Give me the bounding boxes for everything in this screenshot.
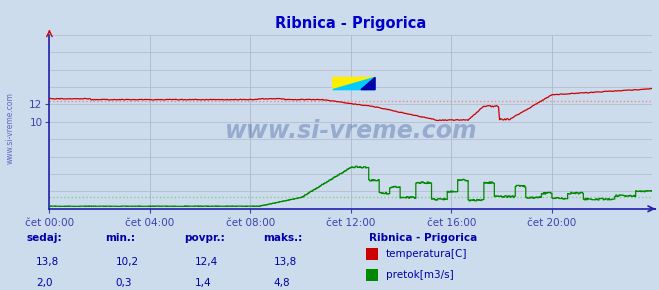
Polygon shape	[361, 77, 375, 90]
Text: 1,4: 1,4	[194, 278, 211, 288]
Text: 2,0: 2,0	[36, 278, 53, 288]
Text: 13,8: 13,8	[36, 257, 59, 267]
Text: min.:: min.:	[105, 233, 136, 243]
Text: 4,8: 4,8	[273, 278, 290, 288]
Text: www.si-vreme.com: www.si-vreme.com	[225, 119, 477, 142]
Text: 0,3: 0,3	[115, 278, 132, 288]
Text: sedaj:: sedaj:	[26, 233, 62, 243]
Text: Ribnica - Prigorica: Ribnica - Prigorica	[369, 233, 477, 243]
Text: maks.:: maks.:	[264, 233, 303, 243]
Title: Ribnica - Prigorica: Ribnica - Prigorica	[275, 16, 426, 31]
Text: www.si-vreme.com: www.si-vreme.com	[5, 92, 14, 164]
Text: pretok[m3/s]: pretok[m3/s]	[386, 270, 453, 280]
Polygon shape	[333, 77, 375, 90]
Polygon shape	[333, 77, 375, 90]
Text: 13,8: 13,8	[273, 257, 297, 267]
Text: povpr.:: povpr.:	[185, 233, 225, 243]
Text: temperatura[C]: temperatura[C]	[386, 249, 467, 259]
Text: 12,4: 12,4	[194, 257, 217, 267]
Text: 10,2: 10,2	[115, 257, 138, 267]
